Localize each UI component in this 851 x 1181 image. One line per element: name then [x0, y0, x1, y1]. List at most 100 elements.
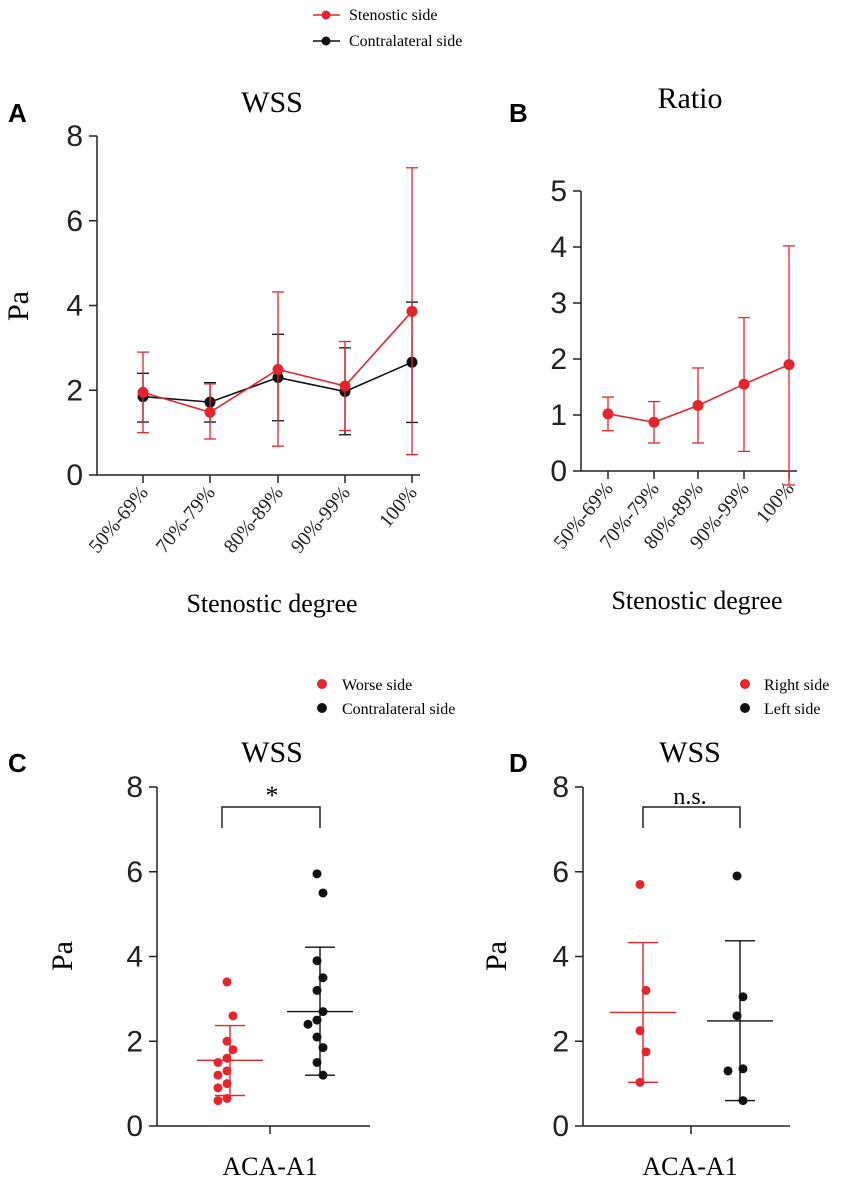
- chart-b-xlabel: Stenostic degree: [611, 586, 782, 615]
- chart-c-point-worse-side: [222, 1036, 232, 1046]
- chart-a-point-stenostic-side: [406, 305, 418, 317]
- chart-d-ytick-label: 8: [552, 771, 569, 804]
- chart-c-point-contralateral-side: [312, 1057, 322, 1067]
- chart-b-point-ratio: [692, 399, 704, 411]
- chart-b-point-ratio: [602, 408, 614, 420]
- chart-d-point-left-side: [738, 1064, 748, 1074]
- chart-d-legend-marker-0: [740, 679, 750, 689]
- chart-d-point-left-side: [732, 871, 742, 881]
- chart-c-ytick-label: 8: [126, 771, 143, 804]
- chart-c: Worse side Contralateral side WSS Pa ACA…: [46, 677, 455, 1181]
- chart-a-point-stenostic-side: [204, 406, 216, 418]
- chart-d-ytick-label: 4: [552, 941, 569, 974]
- panel-letter-b: B: [509, 98, 528, 128]
- chart-a-ytick-label: 4: [66, 290, 83, 323]
- chart-d-point-left-side: [738, 992, 748, 1002]
- chart-a-xlabel: Stenostic degree: [186, 589, 357, 618]
- chart-b-ytick-label: 1: [550, 399, 567, 432]
- chart-c-ytick-label: 2: [126, 1025, 143, 1058]
- chart-d-point-left-side: [732, 1011, 742, 1021]
- chart-c-point-worse-side: [228, 1045, 238, 1055]
- chart-a-xtick-label: 50%-69%: [85, 482, 153, 557]
- chart-d-significance-bracket: [642, 806, 741, 828]
- chart-d-point-right-side: [635, 1026, 645, 1036]
- chart-c-point-contralateral-side: [318, 1070, 328, 1080]
- chart-c-point-worse-side: [213, 1096, 223, 1106]
- chart-c-point-worse-side: [228, 1011, 238, 1021]
- chart-a-title: WSS: [241, 86, 303, 119]
- chart-a-xtick-label: 90%-99%: [287, 482, 355, 557]
- chart-d-point-right-side: [641, 985, 651, 995]
- chart-b-title: Ratio: [658, 82, 723, 115]
- chart-d-point-right-side: [641, 1047, 651, 1057]
- legend-label-contralateral: Contralateral side: [349, 33, 462, 50]
- chart-d: Right side Left side WSS Pa ACA-A1 n.s. …: [480, 677, 829, 1181]
- chart-a: WSS Pa Stenostic degree 0 2 4 6 8 50%-69%70%-…: [2, 86, 422, 618]
- chart-d-ytick-label: 2: [552, 1025, 569, 1058]
- panel-letter-c: C: [8, 748, 27, 778]
- chart-c-point-contralateral-side: [312, 1032, 322, 1042]
- chart-a-ytick-label: 6: [66, 205, 83, 238]
- chart-d-ytick-label: 0: [552, 1110, 569, 1143]
- chart-c-legend-label-1: Contralateral side: [342, 701, 455, 718]
- chart-c-ytick-label: 0: [126, 1110, 143, 1143]
- chart-c-significance: *: [266, 781, 279, 810]
- chart-b-ytick-label: 0: [550, 455, 567, 488]
- chart-c-point-contralateral-side: [312, 985, 322, 995]
- chart-c-ylabel: Pa: [46, 941, 79, 971]
- chart-b-ytick-label: 3: [550, 287, 567, 320]
- chart-d-point-left-side: [738, 1096, 748, 1106]
- chart-c-ytick-label: 6: [126, 856, 143, 889]
- chart-c-significance-bracket: [221, 806, 321, 828]
- chart-b-ytick-label: 2: [550, 343, 567, 376]
- chart-c-point-contralateral-side: [312, 1015, 322, 1025]
- chart-a-ylabel: Pa: [2, 291, 35, 321]
- top-legend: Stenostic side Contralateral side: [313, 7, 462, 50]
- chart-b-point-ratio: [783, 359, 795, 371]
- chart-c-legend-label-0: Worse side: [342, 677, 412, 694]
- chart-c-point-worse-side: [213, 1070, 223, 1080]
- chart-d-legend-label-0: Right side: [764, 677, 829, 694]
- chart-c-legend-marker-1: [317, 703, 327, 713]
- chart-c-point-contralateral-side: [318, 1007, 328, 1017]
- chart-c-point-contralateral-side: [312, 956, 322, 966]
- chart-a-ytick-label: 8: [66, 120, 83, 153]
- legend-marker-contralateral: [321, 36, 331, 46]
- chart-a-xtick-label: 70%-79%: [152, 482, 220, 557]
- chart-a-point-stenostic-side: [137, 386, 149, 398]
- chart-a-xtick-label: 100%: [375, 482, 422, 532]
- chart-a-point-stenostic-side: [272, 363, 284, 375]
- chart-b-point-ratio: [738, 378, 750, 390]
- chart-c-point-worse-side: [222, 977, 232, 987]
- chart-d-xlabel: ACA-A1: [642, 1152, 737, 1181]
- chart-b: Ratio Stenostic degree 01234550%-69%70%-…: [550, 82, 799, 615]
- chart-c-point-contralateral-side: [303, 1019, 313, 1029]
- chart-c-point-contralateral-side: [318, 973, 328, 983]
- chart-c-title: WSS: [241, 736, 303, 769]
- chart-a-xtick-label: 80%-89%: [220, 482, 288, 557]
- legend-marker-stenostic: [321, 10, 331, 20]
- panel-letter-a: A: [8, 98, 27, 128]
- panel-letter-d: D: [509, 748, 528, 778]
- chart-d-legend-label-1: Left side: [764, 701, 820, 718]
- chart-c-point-worse-side: [222, 1093, 232, 1103]
- chart-c-point-worse-side: [222, 1079, 232, 1089]
- chart-b-ytick-label: 4: [550, 231, 567, 264]
- chart-c-legend-marker-0: [317, 679, 327, 689]
- chart-c-point-worse-side: [213, 1057, 223, 1067]
- chart-d-legend-marker-1: [740, 703, 750, 713]
- chart-a-ytick-label: 0: [66, 459, 83, 492]
- legend-label-stenostic: Stenostic side: [349, 7, 437, 24]
- chart-c-point-contralateral-side: [318, 888, 328, 898]
- chart-c-point-contralateral-side: [312, 869, 322, 879]
- chart-c-point-worse-side: [222, 1053, 232, 1063]
- chart-d-ytick-label: 6: [552, 856, 569, 889]
- chart-c-point-worse-side: [213, 1083, 223, 1093]
- chart-b-point-ratio: [648, 416, 660, 428]
- chart-c-point-worse-side: [222, 1066, 232, 1076]
- chart-c-ytick-label: 4: [126, 941, 143, 974]
- chart-d-point-right-side: [635, 879, 645, 889]
- chart-c-point-contralateral-side: [318, 1043, 328, 1053]
- chart-d-point-left-side: [723, 1066, 733, 1076]
